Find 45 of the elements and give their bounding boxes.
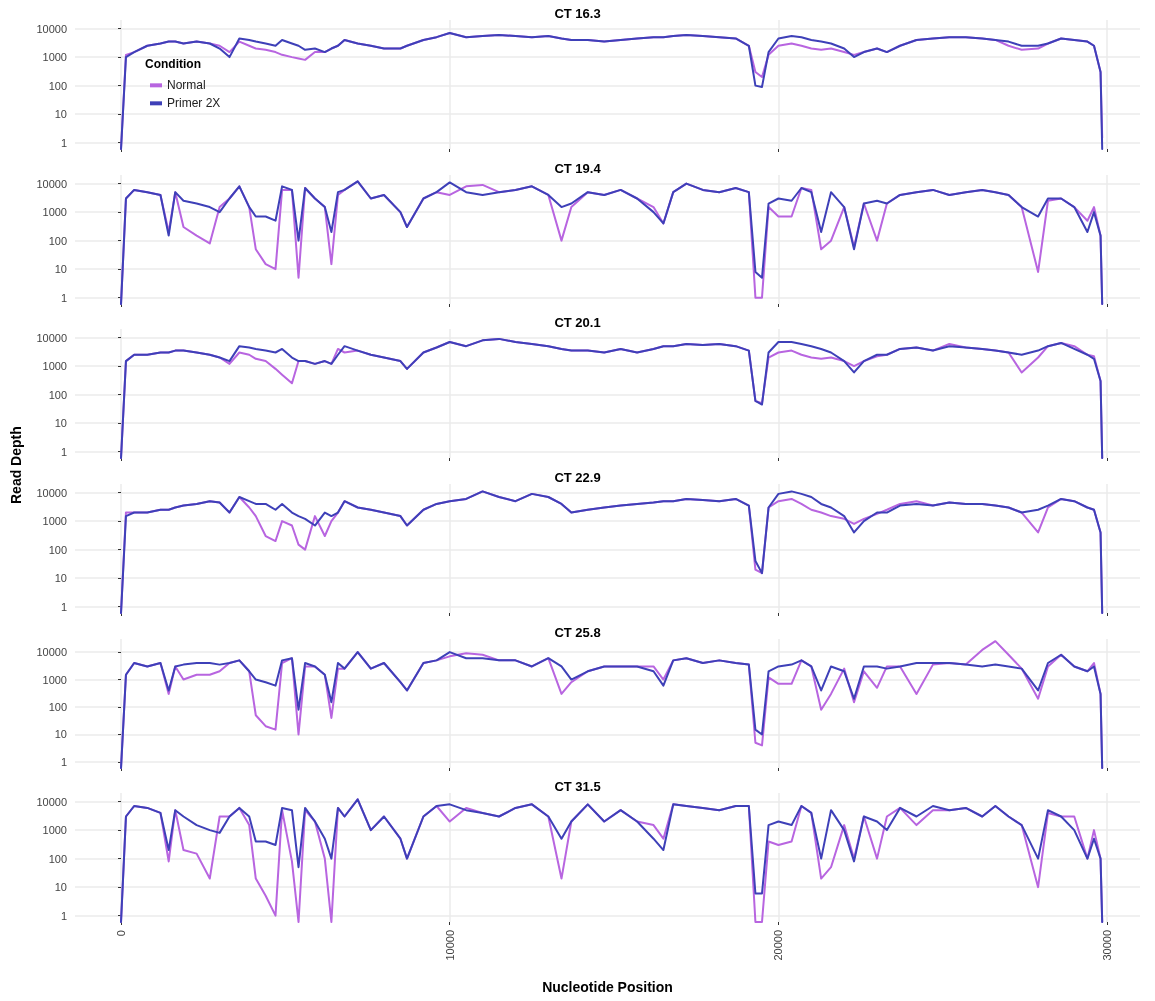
x-tick-label: 30000 (1101, 930, 1114, 961)
y-tick-label: 10000 (36, 177, 67, 190)
chart-title: CT 20.1 (554, 315, 601, 331)
chart-title: CT 19.4 (554, 160, 602, 176)
y-tick-label: 1000 (42, 205, 67, 218)
y-tick-label: 1 (60, 446, 67, 458)
y-tick-label: 1 (60, 136, 67, 149)
y-tick-label: 1 (60, 755, 67, 768)
legend-label: Normal (167, 78, 206, 93)
y-tick-label: 10 (54, 728, 67, 741)
y-tick-label: 100 (48, 543, 67, 556)
y-tick-label: 1000 (42, 360, 67, 373)
y-tick-label: 10000 (36, 22, 67, 35)
x-tick-label: 20000 (772, 930, 785, 961)
y-tick-label: 1 (60, 910, 67, 922)
y-tick-label: 10000 (36, 331, 67, 344)
y-tick-label: 1000 (42, 515, 67, 528)
y-tick-label: 10 (54, 262, 67, 275)
y-tick-label: 1000 (42, 824, 67, 837)
chart-title: CT 25.8 (554, 624, 601, 640)
y-tick-label: 1000 (42, 673, 67, 686)
legend-label: Primer 2X (167, 96, 221, 111)
y-tick-label: 10 (54, 108, 67, 121)
y-tick-label: 100 (48, 79, 67, 92)
y-tick-label: 100 (48, 700, 67, 713)
y-tick-label: 100 (48, 852, 67, 865)
y-tick-label: 10 (54, 881, 67, 894)
y-tick-label: 100 (48, 388, 67, 401)
legend-title: Condition (145, 57, 201, 72)
chart-title: CT 31.5 (554, 779, 601, 795)
y-axis-title: Read Depth (8, 426, 24, 504)
y-tick-label: 10000 (36, 795, 67, 808)
y-tick-label: 10 (54, 572, 67, 585)
y-tick-label: 100 (48, 234, 67, 247)
y-tick-label: 1 (60, 291, 67, 304)
x-axis-title: Nucleotide Position (542, 979, 673, 996)
x-tick-label: 0 (115, 930, 128, 937)
y-tick-label: 10 (54, 417, 67, 430)
x-tick-label: 10000 (443, 930, 456, 961)
chart-title: CT 22.9 (554, 470, 601, 485)
y-tick-label: 10000 (36, 486, 67, 499)
y-tick-label: 10000 (36, 645, 67, 658)
chart-title: CT 16.3 (554, 6, 601, 21)
y-tick-label: 1000 (42, 51, 67, 64)
y-tick-label: 1 (60, 600, 67, 613)
